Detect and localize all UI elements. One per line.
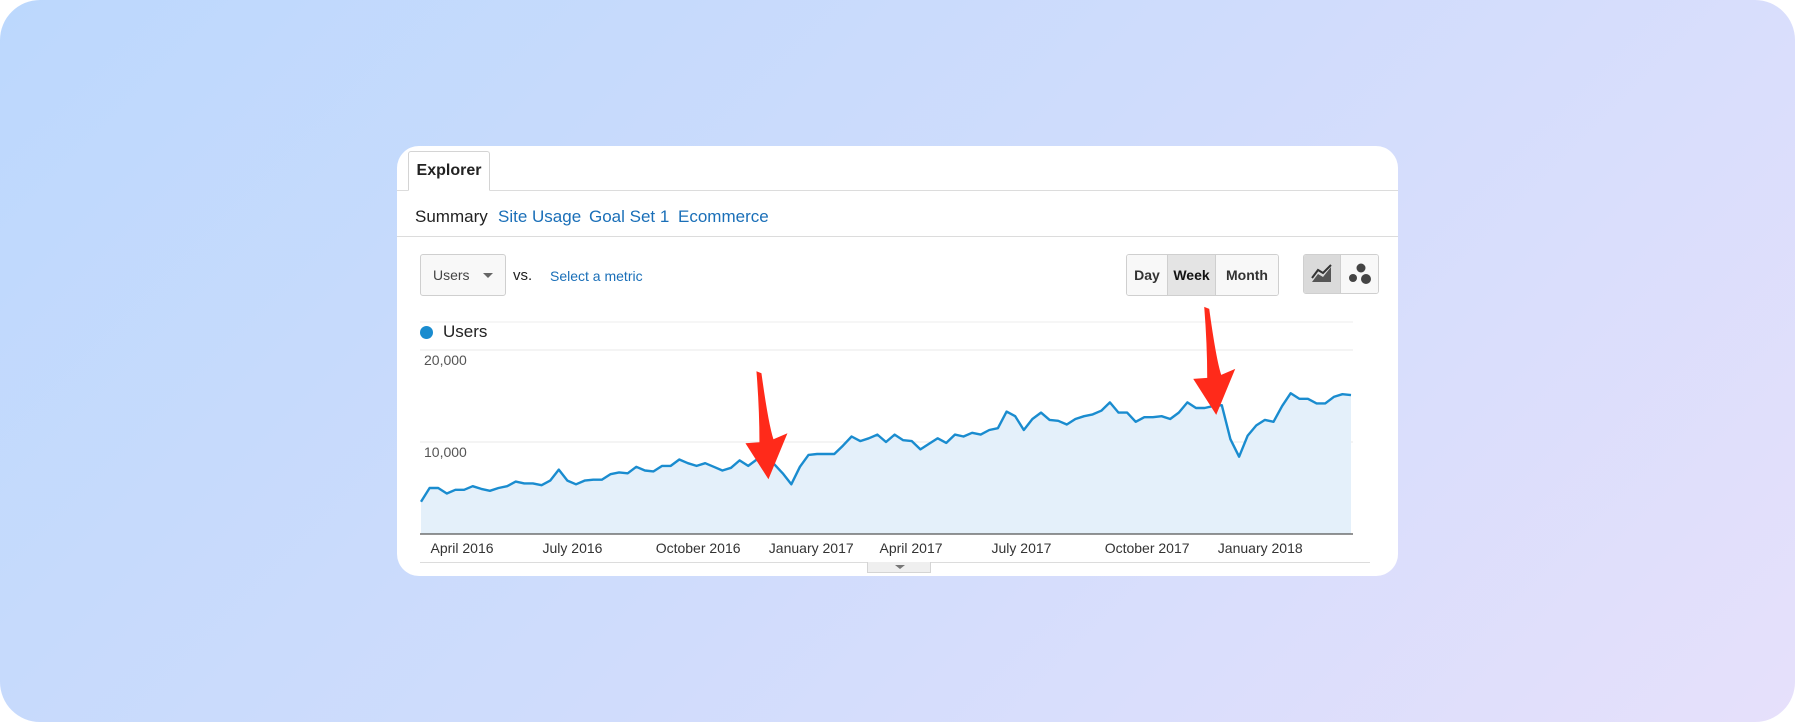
bubble-chart-icon [1348,263,1371,284]
subtab-summary[interactable]: Summary [415,207,488,226]
annotation-arrow-0 [745,371,788,480]
chart-resize-handle[interactable] [867,562,931,573]
x-tick-label-2: October 2016 [656,540,741,556]
period-week-button[interactable]: Week [1168,255,1216,295]
chart-legend: Users [420,322,487,342]
legend-label-users: Users [443,322,488,341]
subtab-ecommerce[interactable]: Ecommerce [678,207,769,226]
x-tick-label-0: April 2016 [431,540,494,556]
users-series-line [419,392,1352,503]
subtab-goal-set-1[interactable]: Goal Set 1 [589,207,670,226]
legend-dot-users [420,325,433,339]
annotation-arrow-1 [1193,306,1236,415]
period-month-button[interactable]: Month [1216,255,1278,295]
y-tick-label-10000: 10,000 [424,444,467,460]
chevron-down-icon [483,273,493,278]
period-toggle: Day Week Month [1126,254,1279,296]
x-tick-label-7: January 2018 [1218,540,1303,556]
tab-bar: Explorer [397,146,1398,191]
select-metric-link[interactable]: Select a metric [550,268,643,284]
x-tick-label-5: July 2017 [992,540,1052,556]
x-tick-label-4: April 2017 [880,540,943,556]
vs-label: vs. [513,267,533,284]
line-chart-icon [1311,264,1332,282]
annotation-arrows [745,306,1236,480]
chart-view-toggle [1303,254,1379,294]
x-axis-tick-labels: April 2016 July 2016 October 2016 January 2… [431,540,1303,556]
x-tick-label-1: July 2016 [543,540,603,556]
metric-dropdown[interactable]: Users [420,254,506,296]
x-tick-label-3: January 2017 [769,540,854,556]
motion-chart-view-button[interactable] [1341,255,1378,293]
y-tick-label-20000: 20,000 [424,352,467,368]
users-area-fill [421,393,1351,534]
users-line-chart: 20,000 10,000 April 2016 July 2016 October… [419,306,1353,556]
subtab-bar: Summary Site Usage Goal Set 1 Ecommerce [397,191,1398,237]
metric-dropdown-label: Users [433,267,470,283]
x-tick-label-6: October 2017 [1105,540,1190,556]
line-chart-view-button[interactable] [1304,255,1341,293]
explorer-card: Explorer Summary Site Usage Goal Set 1 E… [397,146,1398,576]
subtab-site-usage[interactable]: Site Usage [498,207,582,226]
tab-explorer[interactable]: Explorer [408,151,490,191]
period-day-button[interactable]: Day [1127,255,1168,295]
